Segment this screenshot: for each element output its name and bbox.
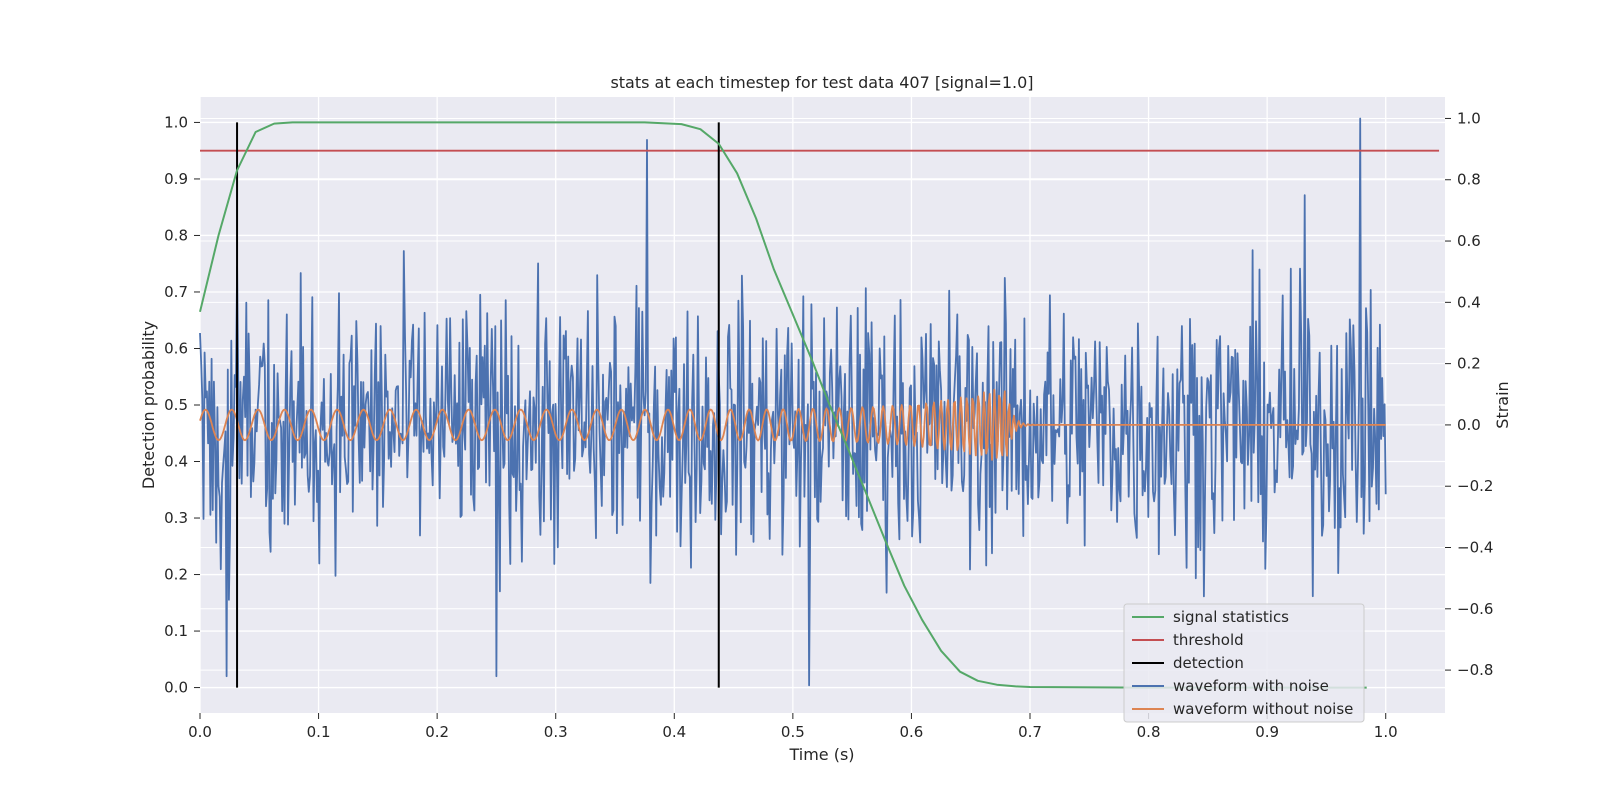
y-right-tick-label: 0.0: [1457, 416, 1481, 434]
legend-label-waveform-without-noise: waveform without noise: [1173, 700, 1353, 718]
series-line-waveform-without-noise: [199, 388, 1386, 461]
y-axis-label-left: Detection probability: [139, 321, 158, 489]
x-axis-label: Time (s): [788, 745, 854, 764]
y-right-tick-label: 0.8: [1457, 171, 1481, 189]
x-tick-label: 0.3: [544, 723, 568, 741]
y-left-tick-label: 1.0: [164, 113, 188, 131]
y-left-tick-label: 0.3: [164, 509, 188, 527]
y-left-tick-label: 0.1: [164, 622, 188, 640]
x-tick-label: 0.2: [425, 723, 449, 741]
y-left-tick-label: 0.2: [164, 566, 188, 584]
y-left-tick-label: 0.6: [164, 339, 188, 357]
chart-title: stats at each timestep for test data 407…: [610, 73, 1033, 92]
legend: signal statistics threshold detection wa…: [1123, 603, 1365, 723]
y-axis-label-right: Strain: [1493, 381, 1512, 428]
x-tick-label: 0.0: [188, 723, 212, 741]
y-left-tick-label: 0.9: [164, 170, 188, 188]
y-right-tick-label: 0.6: [1457, 232, 1481, 250]
x-tick-label: 0.5: [781, 723, 805, 741]
x-tick-label: 0.1: [307, 723, 331, 741]
y-left-tick-label: 0.4: [164, 453, 188, 471]
y-left-tick-label: 0.5: [164, 396, 188, 414]
y-right-tick-label: 0.2: [1457, 355, 1481, 373]
y-right-tick-label: 1.0: [1457, 109, 1481, 127]
y-right-tick-label: −0.6: [1457, 600, 1493, 618]
y-right-tick-label: 0.4: [1457, 293, 1481, 311]
y-right-tick-label: −0.4: [1457, 539, 1493, 557]
x-tick-label: 0.7: [1018, 723, 1042, 741]
y-left-tick-label: 0.0: [164, 679, 188, 697]
x-tick-label: 0.8: [1137, 723, 1161, 741]
legend-label-detection: detection: [1173, 654, 1244, 672]
legend-box: [1123, 603, 1365, 723]
legend-label-threshold: threshold: [1173, 631, 1244, 649]
y-right-tick-label: −0.2: [1457, 477, 1493, 495]
x-tick-label: 1.0: [1374, 723, 1398, 741]
axes: 0.0 0.1 0.2 0.3 0.4 0.5 0.6 0.7 0.8 0.9 1.0 0.0 0.1 0…: [164, 109, 1493, 741]
legend-label-signal-statistics: signal statistics: [1173, 608, 1289, 626]
y-right-tick-label: −0.8: [1457, 661, 1493, 679]
legend-label-waveform-with-noise: waveform with noise: [1173, 677, 1329, 695]
y-left-tick-label: 0.8: [164, 226, 188, 244]
x-tick-label: 0.4: [662, 723, 686, 741]
series-layer: [199, 117, 1440, 689]
series-line-signal-statistics: [199, 121, 1367, 689]
y-left-tick-label: 0.7: [164, 283, 188, 301]
x-tick-label: 0.9: [1255, 723, 1279, 741]
x-tick-label: 0.6: [899, 723, 923, 741]
